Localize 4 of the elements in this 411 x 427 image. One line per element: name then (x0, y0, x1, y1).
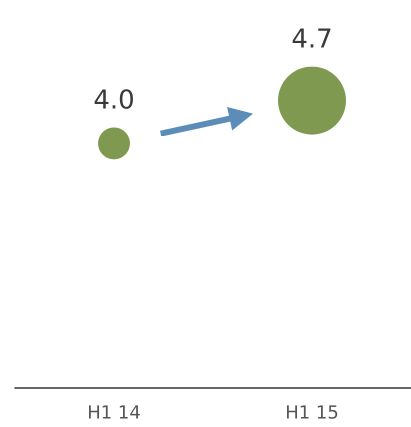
data-label: 4.0 (93, 85, 135, 116)
data-label: 4.7 (291, 24, 333, 55)
x-tick-label: H1 15 (285, 402, 339, 424)
x-tick-label: H1 14 (87, 402, 141, 424)
